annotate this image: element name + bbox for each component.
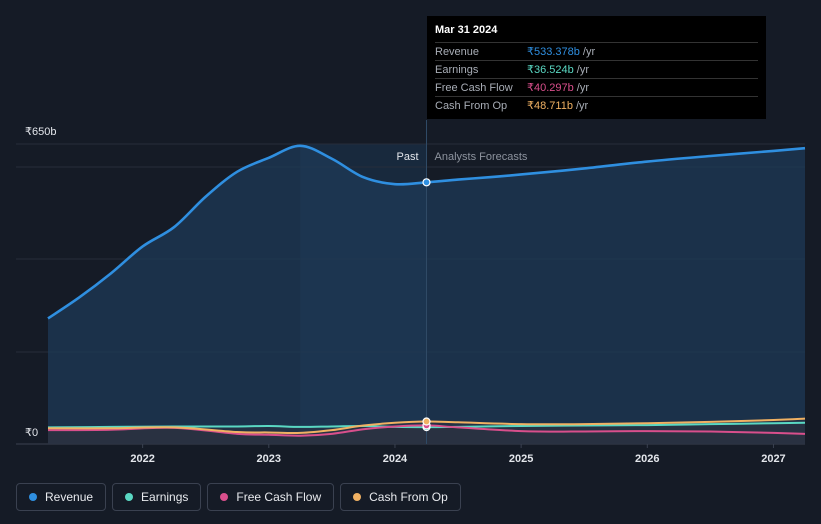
tooltip-value: ₹533.378b xyxy=(527,46,580,58)
legend-label: Cash From Op xyxy=(369,490,448,504)
tooltip-value: ₹48.711b xyxy=(527,100,573,112)
tooltip-unit: /yr xyxy=(582,45,596,58)
tooltip-row-earnings: Earnings ₹36.524b /yr xyxy=(435,60,758,78)
tooltip-row-cash-from-op: Cash From Op ₹48.711b /yr xyxy=(435,96,758,114)
x-axis-ticks: 2022 2023 2024 2025 2026 2027 xyxy=(130,444,786,465)
tooltip-label: Cash From Op xyxy=(435,99,508,112)
legend-label: Revenue xyxy=(45,490,94,504)
line-revenue xyxy=(47,144,806,320)
tooltip-row-revenue: Revenue ₹533.378b /yr xyxy=(435,42,758,60)
legend-dot-icon xyxy=(29,493,37,501)
line-free-cash-flow xyxy=(47,424,806,437)
past-label: Past xyxy=(396,151,418,163)
tooltip-unit: /yr xyxy=(576,63,589,76)
marker-revenue xyxy=(422,178,431,187)
legend-dot-icon xyxy=(353,493,362,501)
tooltip-date: Mar 31 2024 xyxy=(435,24,498,36)
tooltip-label: Free Cash Flow xyxy=(435,81,513,94)
tooltip: Mar 31 2024 Revenue ₹533.378b /yr Earnin… xyxy=(427,16,766,119)
x-tick-label: 2025 xyxy=(509,453,533,465)
x-tick-label: 2027 xyxy=(761,453,785,465)
y-axis-bottom-label: ₹0 xyxy=(25,427,38,439)
x-tick-label: 2024 xyxy=(383,453,408,465)
tooltip-value: ₹36.524b xyxy=(527,64,574,76)
y-axis-top-label: ₹650b xyxy=(25,126,56,138)
forecast-label: Analysts Forecasts xyxy=(435,151,528,163)
series-lines xyxy=(47,144,806,437)
tooltip-label: Revenue xyxy=(435,45,480,58)
x-tick-label: 2023 xyxy=(257,453,281,465)
legend-item-revenue[interactable]: Revenue xyxy=(16,483,107,511)
x-tick-label: 2022 xyxy=(130,453,154,465)
legend-label: Free Cash Flow xyxy=(236,490,322,504)
legend-item-earnings[interactable]: Earnings xyxy=(112,483,202,511)
chart: ₹650b ₹0 Past Analysts Forecasts 2022 202… xyxy=(16,120,806,465)
legend: Revenue Earnings Free Cash Flow Cash Fro… xyxy=(16,483,461,511)
legend-item-free-cash-flow[interactable]: Free Cash Flow xyxy=(207,483,335,511)
tooltip-unit: /yr xyxy=(576,81,589,94)
legend-item-cash-from-op[interactable]: Cash From Op xyxy=(340,483,461,511)
x-tick-label: 2026 xyxy=(635,453,659,465)
highlight-markers xyxy=(422,178,431,432)
legend-dot-icon xyxy=(220,493,229,501)
tooltip-row-free-cash-flow: Free Cash Flow ₹40.297b /yr xyxy=(435,78,758,96)
line-cash-from-op xyxy=(47,417,806,435)
legend-dot-icon xyxy=(125,493,134,501)
tooltip-unit: /yr xyxy=(575,99,589,112)
tooltip-value: ₹40.297b xyxy=(527,82,574,94)
marker-cash-from-op xyxy=(422,417,431,426)
tooltip-label: Earnings xyxy=(435,63,479,76)
legend-label: Earnings xyxy=(141,490,189,504)
